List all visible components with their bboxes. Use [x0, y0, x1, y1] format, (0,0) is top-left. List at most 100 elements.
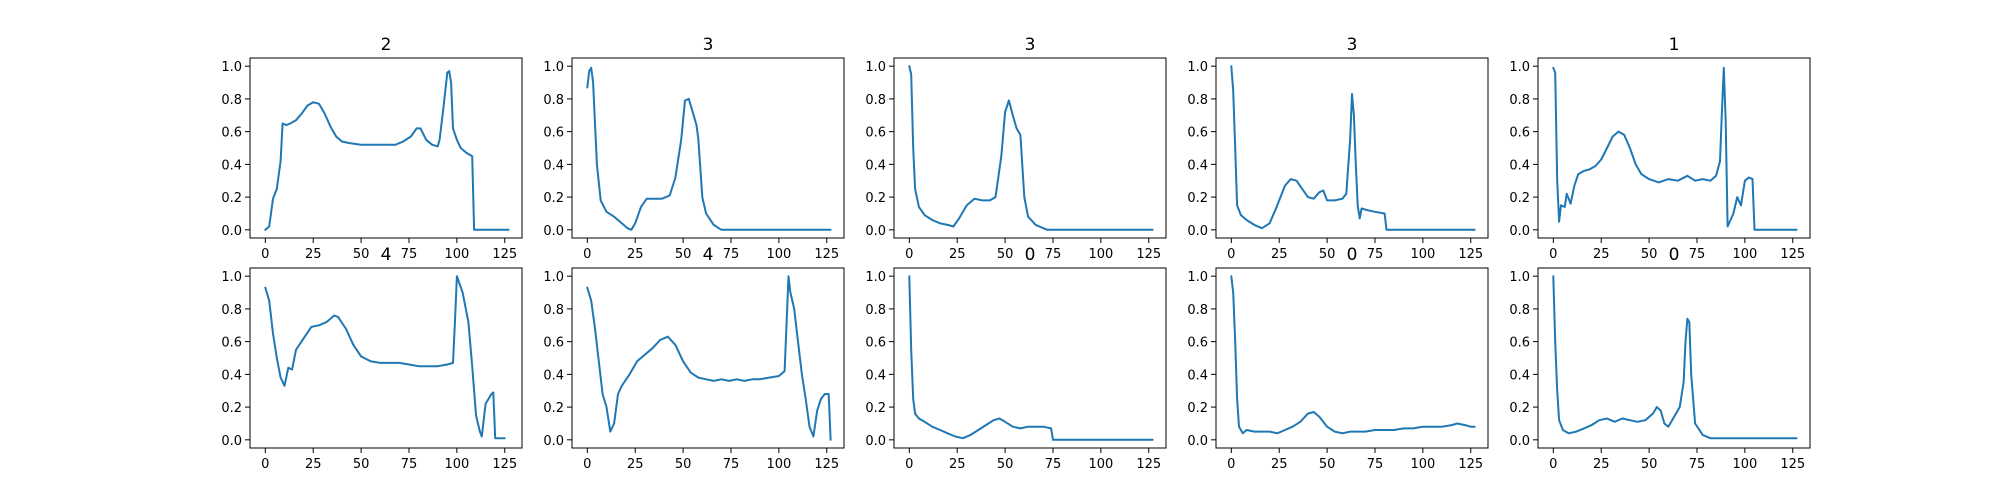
- y-tick-label: 1.0: [543, 60, 564, 75]
- y-tick-label: 0.8: [221, 303, 242, 318]
- subplot-10: 0 0 25 50 75 100 125 0.0 0.2 0.4 0.6 0.8 1.0: [1509, 245, 1811, 472]
- subplot-title: 0: [1669, 245, 1680, 265]
- y-tick-label: 0.0: [543, 434, 564, 449]
- y-tick-label: 0.6: [543, 126, 564, 141]
- subplot-title: 0: [1347, 245, 1358, 265]
- axes-frame: [1537, 267, 1811, 449]
- axes-frame: [893, 57, 1167, 239]
- x-tick-label: 125: [1780, 457, 1805, 472]
- x-tick-label: 50: [1641, 457, 1658, 472]
- y-tick-label: 0.4: [865, 158, 886, 173]
- x-tick-label: 125: [814, 247, 839, 262]
- x-tick-label: 0: [905, 457, 913, 472]
- series-line: [1552, 275, 1798, 440]
- y-tick-label: 0.2: [543, 191, 564, 206]
- x-tick-label: 125: [1136, 247, 1161, 262]
- x-tick-label: 100: [1410, 457, 1435, 472]
- x-tick-label: 125: [492, 247, 517, 262]
- y-tick-label: 0.4: [221, 368, 242, 383]
- series-line: [908, 275, 1154, 441]
- axes-frame: [1215, 57, 1489, 239]
- y-tick-label: 0.6: [1187, 126, 1208, 141]
- x-tick-label: 50: [997, 247, 1014, 262]
- series-line: [908, 65, 1154, 231]
- y-tick-label: 0.4: [1509, 368, 1530, 383]
- x-tick-label: 25: [949, 457, 966, 472]
- y-tick-label: 0.8: [865, 93, 886, 108]
- y-tick-label: 0.0: [221, 224, 242, 239]
- y-tick-label: 0.6: [543, 336, 564, 351]
- y-tick-label: 0.8: [865, 303, 886, 318]
- subplot-1: 2 0 25 50 75 100 125 0.0 0.2 0.4 0.6 0.8 1.0: [221, 35, 523, 262]
- y-tick-label: 0.8: [1187, 93, 1208, 108]
- x-tick-label: 0: [905, 247, 913, 262]
- x-tick-label: 25: [1593, 457, 1610, 472]
- x-tick-label: 75: [1045, 247, 1062, 262]
- subplot-title: 1: [1669, 35, 1680, 55]
- x-tick-label: 125: [492, 457, 517, 472]
- axes-frame: [249, 57, 523, 239]
- x-tick-label: 75: [1689, 457, 1706, 472]
- x-tick-label: 25: [1593, 247, 1610, 262]
- x-tick-label: 0: [261, 247, 269, 262]
- x-tick-label: 100: [1088, 247, 1113, 262]
- y-tick-label: 0.4: [543, 368, 564, 383]
- y-tick-label: 0.6: [221, 126, 242, 141]
- axes-frame: [1537, 57, 1811, 239]
- y-tick-label: 0.0: [543, 224, 564, 239]
- y-tick-label: 0.4: [221, 158, 242, 173]
- x-tick-label: 50: [1319, 457, 1336, 472]
- x-tick-label: 50: [1319, 247, 1336, 262]
- y-tick-label: 0.0: [221, 434, 242, 449]
- x-tick-label: 125: [1458, 247, 1483, 262]
- y-tick-label: 0.6: [1187, 336, 1208, 351]
- x-tick-label: 100: [444, 247, 469, 262]
- x-tick-label: 0: [1227, 247, 1235, 262]
- x-tick-label: 75: [1689, 247, 1706, 262]
- y-tick-label: 0.6: [1509, 126, 1530, 141]
- subplot-title: 3: [703, 35, 714, 55]
- subplot-7: 4 0 25 50 75 100 125 0.0 0.2 0.4 0.6 0.8 1.0: [543, 245, 845, 472]
- x-tick-label: 100: [1088, 457, 1113, 472]
- axes-frame: [571, 57, 845, 239]
- series-line: [264, 70, 510, 231]
- x-tick-label: 50: [997, 457, 1014, 472]
- y-tick-label: 1.0: [221, 270, 242, 285]
- x-tick-label: 25: [949, 247, 966, 262]
- y-tick-label: 1.0: [1509, 60, 1530, 75]
- x-tick-label: 125: [1458, 457, 1483, 472]
- x-tick-label: 75: [401, 457, 418, 472]
- y-tick-label: 0.6: [1509, 336, 1530, 351]
- y-tick-label: 0.8: [543, 303, 564, 318]
- y-tick-label: 0.8: [1509, 303, 1530, 318]
- subplot-title: 4: [703, 245, 714, 265]
- subplot-title: 3: [1347, 35, 1358, 55]
- axes-frame: [571, 267, 845, 449]
- y-tick-label: 0.6: [865, 126, 886, 141]
- x-tick-label: 125: [814, 457, 839, 472]
- y-tick-label: 0.0: [865, 224, 886, 239]
- x-tick-label: 0: [261, 457, 269, 472]
- y-tick-label: 1.0: [543, 270, 564, 285]
- y-tick-label: 0.2: [1187, 401, 1208, 416]
- x-tick-label: 0: [1549, 457, 1557, 472]
- x-tick-label: 75: [1367, 247, 1384, 262]
- x-tick-label: 75: [401, 247, 418, 262]
- x-tick-label: 0: [1227, 457, 1235, 472]
- subplot-title: 0: [1025, 245, 1036, 265]
- x-tick-label: 75: [723, 247, 740, 262]
- y-tick-label: 0.0: [1187, 434, 1208, 449]
- y-tick-label: 0.2: [221, 191, 242, 206]
- subplot-9: 0 0 25 50 75 100 125 0.0 0.2 0.4 0.6 0.8 1.0: [1187, 245, 1489, 472]
- x-tick-label: 50: [353, 247, 370, 262]
- y-tick-label: 0.6: [865, 336, 886, 351]
- x-tick-label: 25: [305, 457, 322, 472]
- series-line: [1552, 66, 1798, 231]
- x-tick-label: 100: [1732, 247, 1757, 262]
- series-line: [1230, 275, 1476, 435]
- x-tick-label: 25: [1271, 247, 1288, 262]
- x-tick-label: 0: [583, 457, 591, 472]
- subplot-title: 3: [1025, 35, 1036, 55]
- x-tick-label: 25: [627, 247, 644, 262]
